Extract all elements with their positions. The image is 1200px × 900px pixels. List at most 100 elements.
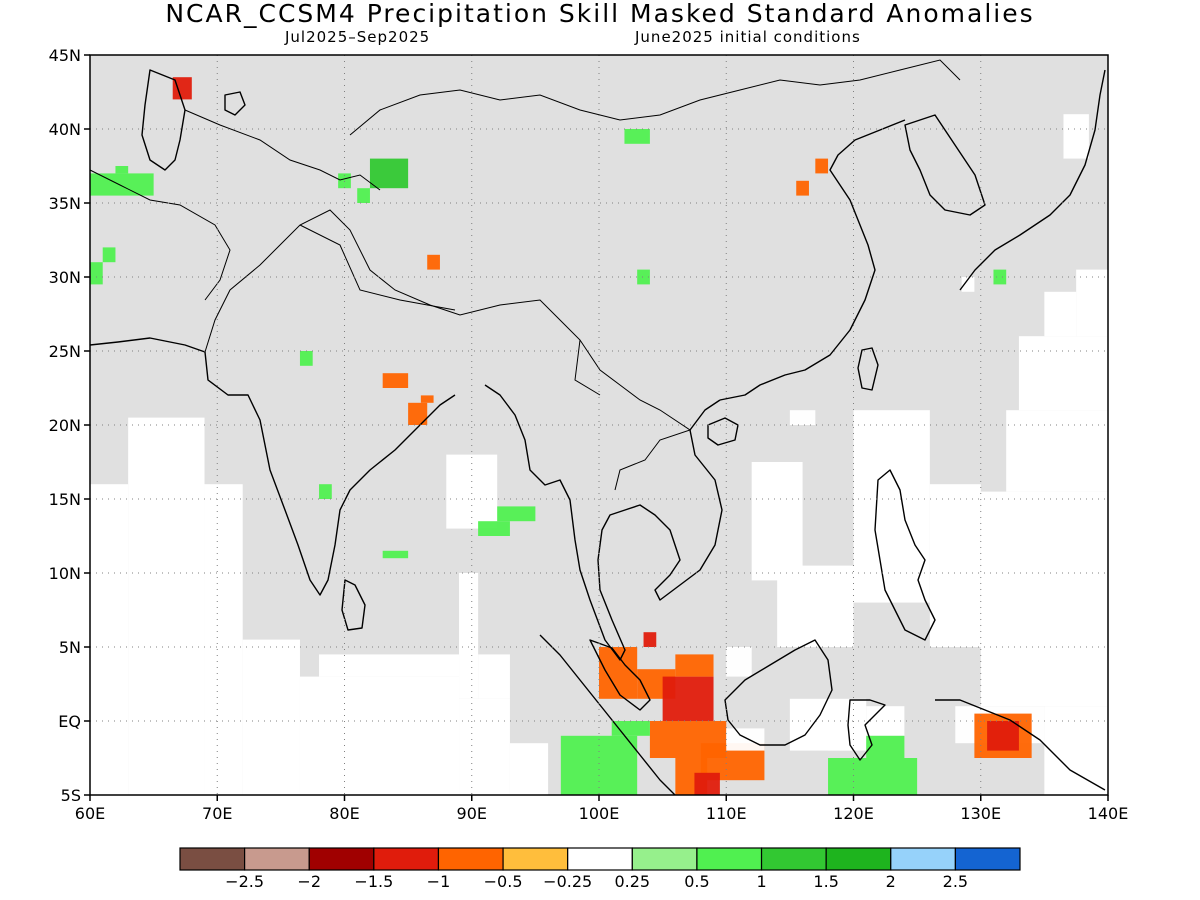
- colorbar-label: 0.25: [614, 872, 650, 891]
- initial-conditions: June2025 initial conditions: [635, 28, 861, 46]
- lat-tick-label: 20N: [49, 416, 81, 435]
- coastline-aral: [224, 91, 246, 116]
- border-china-north: [349, 59, 961, 136]
- coastline-borneo: [724, 639, 833, 746]
- colorbar-swatch: [696, 847, 763, 871]
- anomaly-patch: [662, 676, 714, 721]
- colorbar-label: 1.5: [813, 872, 838, 891]
- unmasked-region: [242, 639, 300, 795]
- lon-tick-label: 130E: [960, 804, 1001, 823]
- unmasked-region: [478, 654, 510, 699]
- colorbar-label: −0.5: [484, 872, 523, 891]
- coastline-taiwan: [857, 347, 879, 391]
- anomaly-patch: [789, 410, 816, 425]
- colorbar-label: −1: [427, 872, 451, 891]
- unmasked-region: [1006, 410, 1108, 492]
- anomaly-patch: [624, 129, 650, 144]
- anomaly-patch: [675, 654, 714, 677]
- colorbar-swatch: [244, 847, 310, 871]
- country-border-layer: [89, 59, 961, 491]
- lon-tick-label: 100E: [579, 804, 620, 823]
- anomaly-patch: [90, 173, 154, 196]
- unmasked-region: [1076, 269, 1108, 337]
- anomaly-patch: [497, 506, 536, 522]
- lat-tick-label: 5N: [59, 638, 81, 657]
- unmasked-region: [1044, 706, 1108, 795]
- unmasked-region: [128, 417, 205, 795]
- anomaly-patch: [637, 269, 650, 285]
- colorbar-swatch: [954, 847, 1021, 871]
- coastline-layer: [89, 69, 1106, 796]
- unmasked-region: [204, 484, 243, 795]
- anomaly-patch: [369, 158, 409, 189]
- coastline-bay-east: [484, 384, 723, 661]
- anomaly-patch: [796, 180, 809, 196]
- forecast-period: Jul2025–Sep2025: [285, 28, 431, 46]
- colorbar-swatch: [567, 847, 633, 871]
- coastline-caspian: [141, 69, 186, 171]
- skill-mask-layer: [90, 55, 1108, 795]
- unmasked-region: [90, 484, 129, 795]
- coastline-sumatra: [539, 634, 676, 796]
- lat-tick-label: 5S: [61, 786, 81, 805]
- lon-tick-label: 120E: [833, 804, 874, 823]
- map-axes: 60E 70E 80E 90E 100E 110E 120E 130E 140E 45N 40N 35…: [49, 46, 1129, 823]
- anomaly-patch: [427, 254, 440, 270]
- unmasked-region: [459, 698, 510, 795]
- unmasked-region: [459, 573, 479, 699]
- unmasked-region: [299, 676, 460, 795]
- unmasked-region: [1044, 291, 1077, 337]
- colorbar-label: 1: [756, 872, 766, 891]
- anomaly-patch: [993, 269, 1007, 285]
- unmasked-region: [777, 565, 854, 647]
- anomaly-patch: [726, 728, 765, 751]
- border-indochina: [579, 339, 692, 491]
- coastline-malay: [589, 639, 651, 711]
- lat-tick-label: EQ: [58, 712, 81, 731]
- anomaly-patch: [694, 772, 720, 795]
- lat-tick-label: 30N: [49, 268, 81, 287]
- unmasked-region: [319, 654, 460, 677]
- colorbar-swatch: [373, 847, 440, 871]
- anomaly-patch: [611, 721, 650, 736]
- coastline-new-guinea: [935, 699, 1106, 791]
- anomaly-patch: [987, 721, 1019, 751]
- border-central-asia: [184, 109, 381, 191]
- colorbar-swatch: [502, 847, 569, 871]
- colorbar: −2.5 −2 −1.5 −1 −0.5 −0.25 0.25 0.5 1 1.5 2 2.5: [179, 847, 1021, 891]
- unmasked-region: [980, 491, 1108, 707]
- anomaly-patch: [560, 735, 638, 795]
- anomaly-patch-layer: [90, 77, 1045, 795]
- colorbar-label: −2.5: [225, 872, 264, 891]
- anomaly-patch: [382, 550, 409, 559]
- anomaly-patch: [420, 395, 434, 403]
- anomaly-patch: [643, 632, 657, 647]
- lat-tick-label: 35N: [49, 194, 81, 213]
- unmasked-region: [1063, 114, 1089, 159]
- unmasked-region: [866, 706, 905, 736]
- lon-tick-label: 80E: [329, 804, 359, 823]
- anomaly-patch: [828, 735, 854, 751]
- coastline-philippines: [874, 469, 936, 641]
- colorbar-label: 2.5: [943, 872, 968, 891]
- colorbar-label: −2: [297, 872, 321, 891]
- anomaly-patch: [828, 758, 918, 795]
- anomaly-patch: [815, 158, 829, 174]
- lon-tick-label: 140E: [1088, 804, 1129, 823]
- anomaly-patch: [408, 402, 428, 425]
- border-south-asia: [204, 209, 601, 396]
- coastline-south-china: [719, 119, 906, 401]
- anomaly-patch: [338, 173, 351, 189]
- unmasked-region: [751, 462, 803, 581]
- lon-tick-label: 110E: [706, 804, 747, 823]
- lon-tick-label: 70E: [202, 804, 232, 823]
- unmasked-region: [1018, 336, 1108, 411]
- unmasked-region: [853, 410, 930, 603]
- lon-tick-label: 90E: [457, 804, 487, 823]
- unmasked-region: [509, 743, 549, 795]
- colorbar-swatch: [890, 847, 956, 871]
- unmasked-region: [929, 484, 981, 647]
- coastline-korea: [904, 114, 986, 216]
- anomaly-patch: [382, 373, 409, 388]
